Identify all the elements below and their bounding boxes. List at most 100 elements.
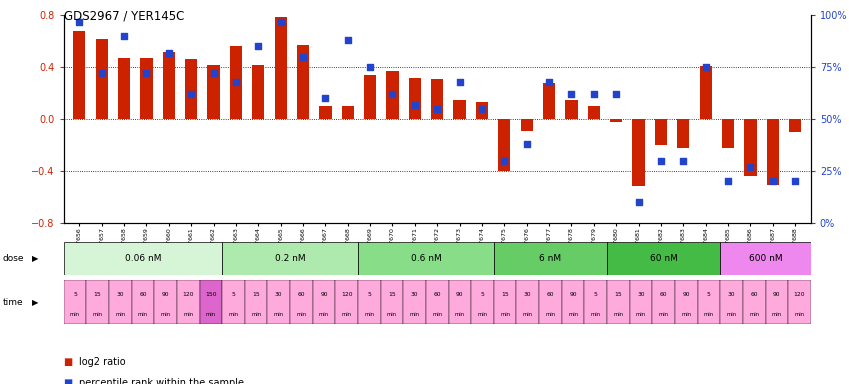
Text: min: min (795, 312, 805, 317)
Point (296, 54, 310, 60)
Text: ■: ■ (64, 378, 76, 384)
Bar (698, 280, 720, 324)
Text: 90: 90 (773, 292, 780, 297)
Bar (722, 119, 734, 147)
Point (543, 79, 556, 85)
Text: 90: 90 (683, 292, 690, 297)
Text: 0.06 nM: 0.06 nM (125, 254, 161, 263)
Bar (267, 280, 290, 324)
Point (274, 18, 288, 25)
Text: 0.2 nM: 0.2 nM (275, 254, 306, 263)
Bar (745, 119, 756, 176)
Point (699, 64, 712, 70)
Text: min: min (115, 312, 126, 317)
Bar (633, 119, 644, 187)
Text: 30: 30 (275, 292, 283, 297)
Bar (788, 280, 811, 324)
Bar (720, 280, 743, 324)
Point (162, 50, 176, 56)
Bar (73, 31, 86, 119)
Text: min: min (636, 312, 646, 317)
Bar (498, 119, 510, 171)
Point (677, 157, 690, 164)
Text: min: min (183, 312, 194, 317)
Bar (386, 71, 399, 119)
Text: 5: 5 (73, 292, 77, 297)
Text: min: min (93, 312, 103, 317)
Point (318, 95, 332, 101)
Text: 90: 90 (320, 292, 328, 297)
Text: ▶: ▶ (32, 298, 39, 307)
Text: 120: 120 (341, 292, 352, 297)
Point (229, 79, 243, 85)
Bar (408, 78, 421, 119)
Text: min: min (138, 312, 148, 317)
Bar (494, 242, 607, 275)
Point (632, 199, 645, 205)
Text: min: min (500, 312, 510, 317)
Text: min: min (273, 312, 284, 317)
Bar (520, 119, 533, 131)
Bar (655, 119, 667, 145)
Bar (118, 58, 130, 119)
Point (430, 106, 444, 112)
Bar (274, 17, 287, 119)
Text: min: min (749, 312, 759, 317)
Text: 60: 60 (547, 292, 554, 297)
Text: 15: 15 (501, 292, 509, 297)
Text: 60: 60 (751, 292, 758, 297)
Bar (177, 280, 200, 324)
Bar (607, 242, 720, 275)
Text: 30: 30 (638, 292, 644, 297)
Text: 5: 5 (593, 292, 598, 297)
Point (610, 91, 623, 97)
Text: 15: 15 (615, 292, 622, 297)
Bar (588, 106, 600, 119)
Bar (475, 102, 488, 119)
Text: 120: 120 (794, 292, 805, 297)
Text: min: min (545, 312, 555, 317)
Bar (109, 280, 132, 324)
Text: min: min (659, 312, 669, 317)
Bar (185, 60, 197, 119)
Text: 150: 150 (205, 292, 216, 297)
Bar (789, 119, 801, 132)
Text: 5: 5 (481, 292, 485, 297)
Point (475, 106, 489, 112)
Text: min: min (341, 312, 351, 317)
Text: min: min (727, 312, 737, 317)
Text: 5: 5 (232, 292, 235, 297)
Text: 0.6 nM: 0.6 nM (411, 254, 441, 263)
Text: 60: 60 (434, 292, 441, 297)
Text: ■: ■ (64, 357, 76, 367)
Bar (245, 280, 267, 324)
Text: 90: 90 (456, 292, 464, 297)
Bar (87, 280, 109, 324)
Text: min: min (477, 312, 487, 317)
Bar (678, 119, 689, 147)
Text: min: min (251, 312, 261, 317)
Point (408, 101, 422, 108)
Text: min: min (613, 312, 623, 317)
Point (184, 91, 198, 97)
Bar (766, 280, 788, 324)
Text: min: min (228, 312, 239, 317)
Point (789, 178, 802, 184)
Text: min: min (409, 312, 419, 317)
Bar (96, 39, 108, 119)
Bar (200, 280, 222, 324)
Bar (380, 280, 403, 324)
Point (520, 141, 533, 147)
Bar (364, 75, 376, 119)
Bar (252, 65, 264, 119)
Bar (222, 242, 358, 275)
Bar (448, 280, 471, 324)
Bar (584, 280, 607, 324)
Text: min: min (704, 312, 714, 317)
Bar (222, 280, 245, 324)
Text: 30: 30 (411, 292, 419, 297)
Text: log2 ratio: log2 ratio (79, 357, 126, 367)
Point (565, 91, 578, 97)
Text: time: time (3, 298, 23, 307)
Text: 15: 15 (252, 292, 260, 297)
